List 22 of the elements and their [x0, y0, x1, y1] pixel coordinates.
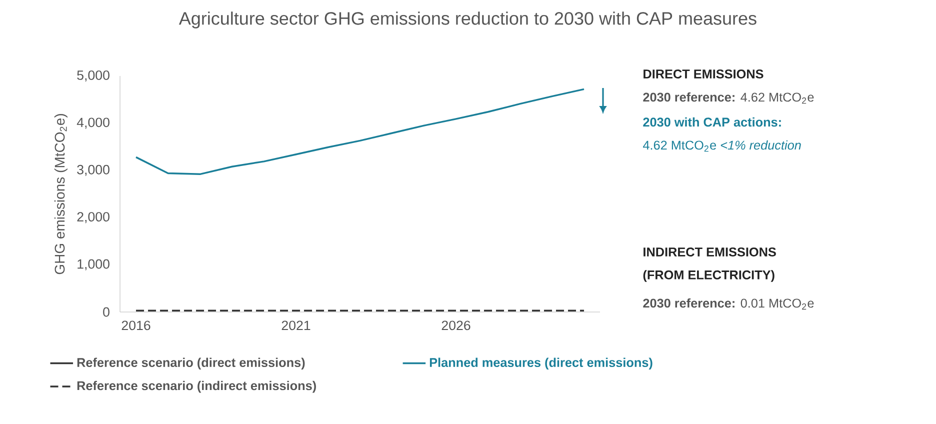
y-axis-title: GHG emissions (MtCO$_{2}$e) — [54, 114, 68, 274]
text: (FROM ELECTRICITY) — [643, 270, 774, 282]
x-tick-label: 2026 — [442, 320, 470, 330]
text: 4.62 MtCO$_{2}$e <1% reduction — [643, 140, 801, 152]
text: 2030 with CAP actions: — [643, 117, 781, 127]
x-tick-label: 2021 — [282, 320, 310, 330]
y-tick-label: 2,000 — [77, 212, 110, 224]
legend-label: Planned measures (direct emissions) — [430, 358, 652, 370]
y-tick-label: 3,000 — [77, 164, 110, 176]
text: 2030 reference: 0.01 MtCO$_{2}$e — [643, 298, 814, 310]
y-tick-label: 1,000 — [78, 259, 110, 270]
text: 2030 reference: 4.62 MtCO$_{2}$e — [643, 92, 814, 104]
legend-label: Reference scenario (indirect emissions) — [77, 380, 316, 393]
text: DIRECT EMISSIONS — [644, 70, 764, 78]
y-tick-label: 5,000 — [77, 70, 110, 82]
y-tick-label: 0 — [103, 307, 110, 317]
line-series — [135, 88, 585, 176]
x-tick-label: 2016 — [122, 320, 150, 330]
text: INDIRECT EMISSIONS — [644, 248, 776, 256]
chart-title: Agriculture sector GHG emissions reduction to 2030 with CAP measures — [178, 12, 756, 28]
legend-label: Reference scenario (direct emissions) — [77, 358, 305, 370]
y-tick-label: 4,000 — [76, 118, 110, 129]
